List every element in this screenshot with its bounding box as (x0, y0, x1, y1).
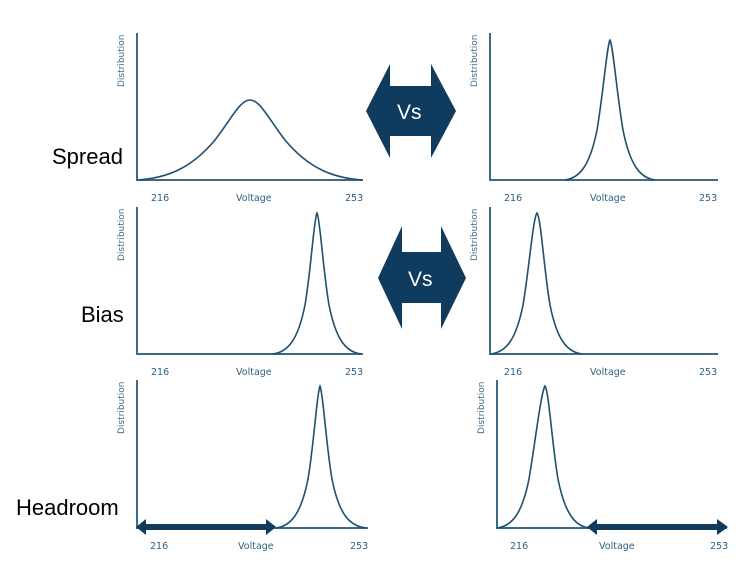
y-axis-label: Distribution (477, 381, 487, 434)
x-max-tick: 253 (345, 367, 363, 378)
x-min-tick: 216 (510, 541, 528, 552)
y-axis-label: Distribution (117, 34, 127, 87)
x-min-tick: 216 (151, 367, 169, 378)
axes (489, 33, 718, 181)
chart-spread-narrow: Distribution 216 Voltage 253 (470, 33, 718, 204)
double-arrow-icon (378, 226, 466, 329)
distribution-curve (137, 99, 363, 181)
x-min-tick: 216 (150, 541, 168, 552)
chart-headroom-low: Distribution 216 Voltage 253 (477, 380, 728, 552)
x-axis-label: Voltage (238, 541, 274, 552)
x-min-tick: 216 (504, 367, 522, 378)
x-max-tick: 253 (350, 541, 368, 552)
double-arrow-icon (366, 64, 456, 158)
distribution-curve (272, 211, 362, 355)
x-max-tick: 253 (710, 541, 728, 552)
axes (489, 207, 718, 355)
chart-bias-high: Distribution 216 Voltage 253 (117, 207, 363, 378)
x-min-tick: 216 (504, 193, 522, 204)
y-axis-label: Distribution (117, 381, 127, 434)
row-label-bias: Bias (81, 302, 124, 327)
distribution-curve (496, 384, 590, 529)
chart-spread-wide: Distribution 216 Voltage 253 (117, 33, 363, 204)
axes (136, 207, 363, 355)
x-axis-label: Voltage (236, 193, 272, 204)
axes (136, 380, 368, 529)
distribution-curve (564, 38, 656, 181)
vs-arrow-bias: Vs (378, 226, 466, 329)
distribution-curve (275, 384, 367, 529)
x-axis-label: Voltage (590, 367, 626, 378)
x-max-tick: 253 (699, 193, 717, 204)
chart-headroom-high: Distribution 216 Voltage 253 (117, 380, 368, 552)
x-max-tick: 253 (345, 193, 363, 204)
vs-arrow-spread: Vs (366, 64, 456, 158)
x-axis-label: Voltage (590, 193, 626, 204)
vs-label: Vs (408, 268, 433, 291)
headroom-arrow-icon (136, 519, 276, 535)
x-max-tick: 253 (699, 367, 717, 378)
axes (496, 380, 727, 529)
axes (136, 33, 363, 181)
row-label-headroom: Headroom (16, 495, 119, 520)
chart-bias-low: Distribution 216 Voltage 253 (470, 207, 718, 378)
headroom-arrow-icon (587, 519, 728, 535)
vs-label: Vs (397, 101, 422, 124)
x-axis-label: Voltage (236, 367, 272, 378)
x-min-tick: 216 (151, 193, 169, 204)
y-axis-label: Distribution (117, 208, 127, 261)
y-axis-label: Distribution (470, 208, 480, 261)
distribution-curve (490, 211, 583, 355)
y-axis-label: Distribution (470, 34, 480, 87)
row-label-spread: Spread (52, 144, 123, 169)
x-axis-label: Voltage (599, 541, 635, 552)
